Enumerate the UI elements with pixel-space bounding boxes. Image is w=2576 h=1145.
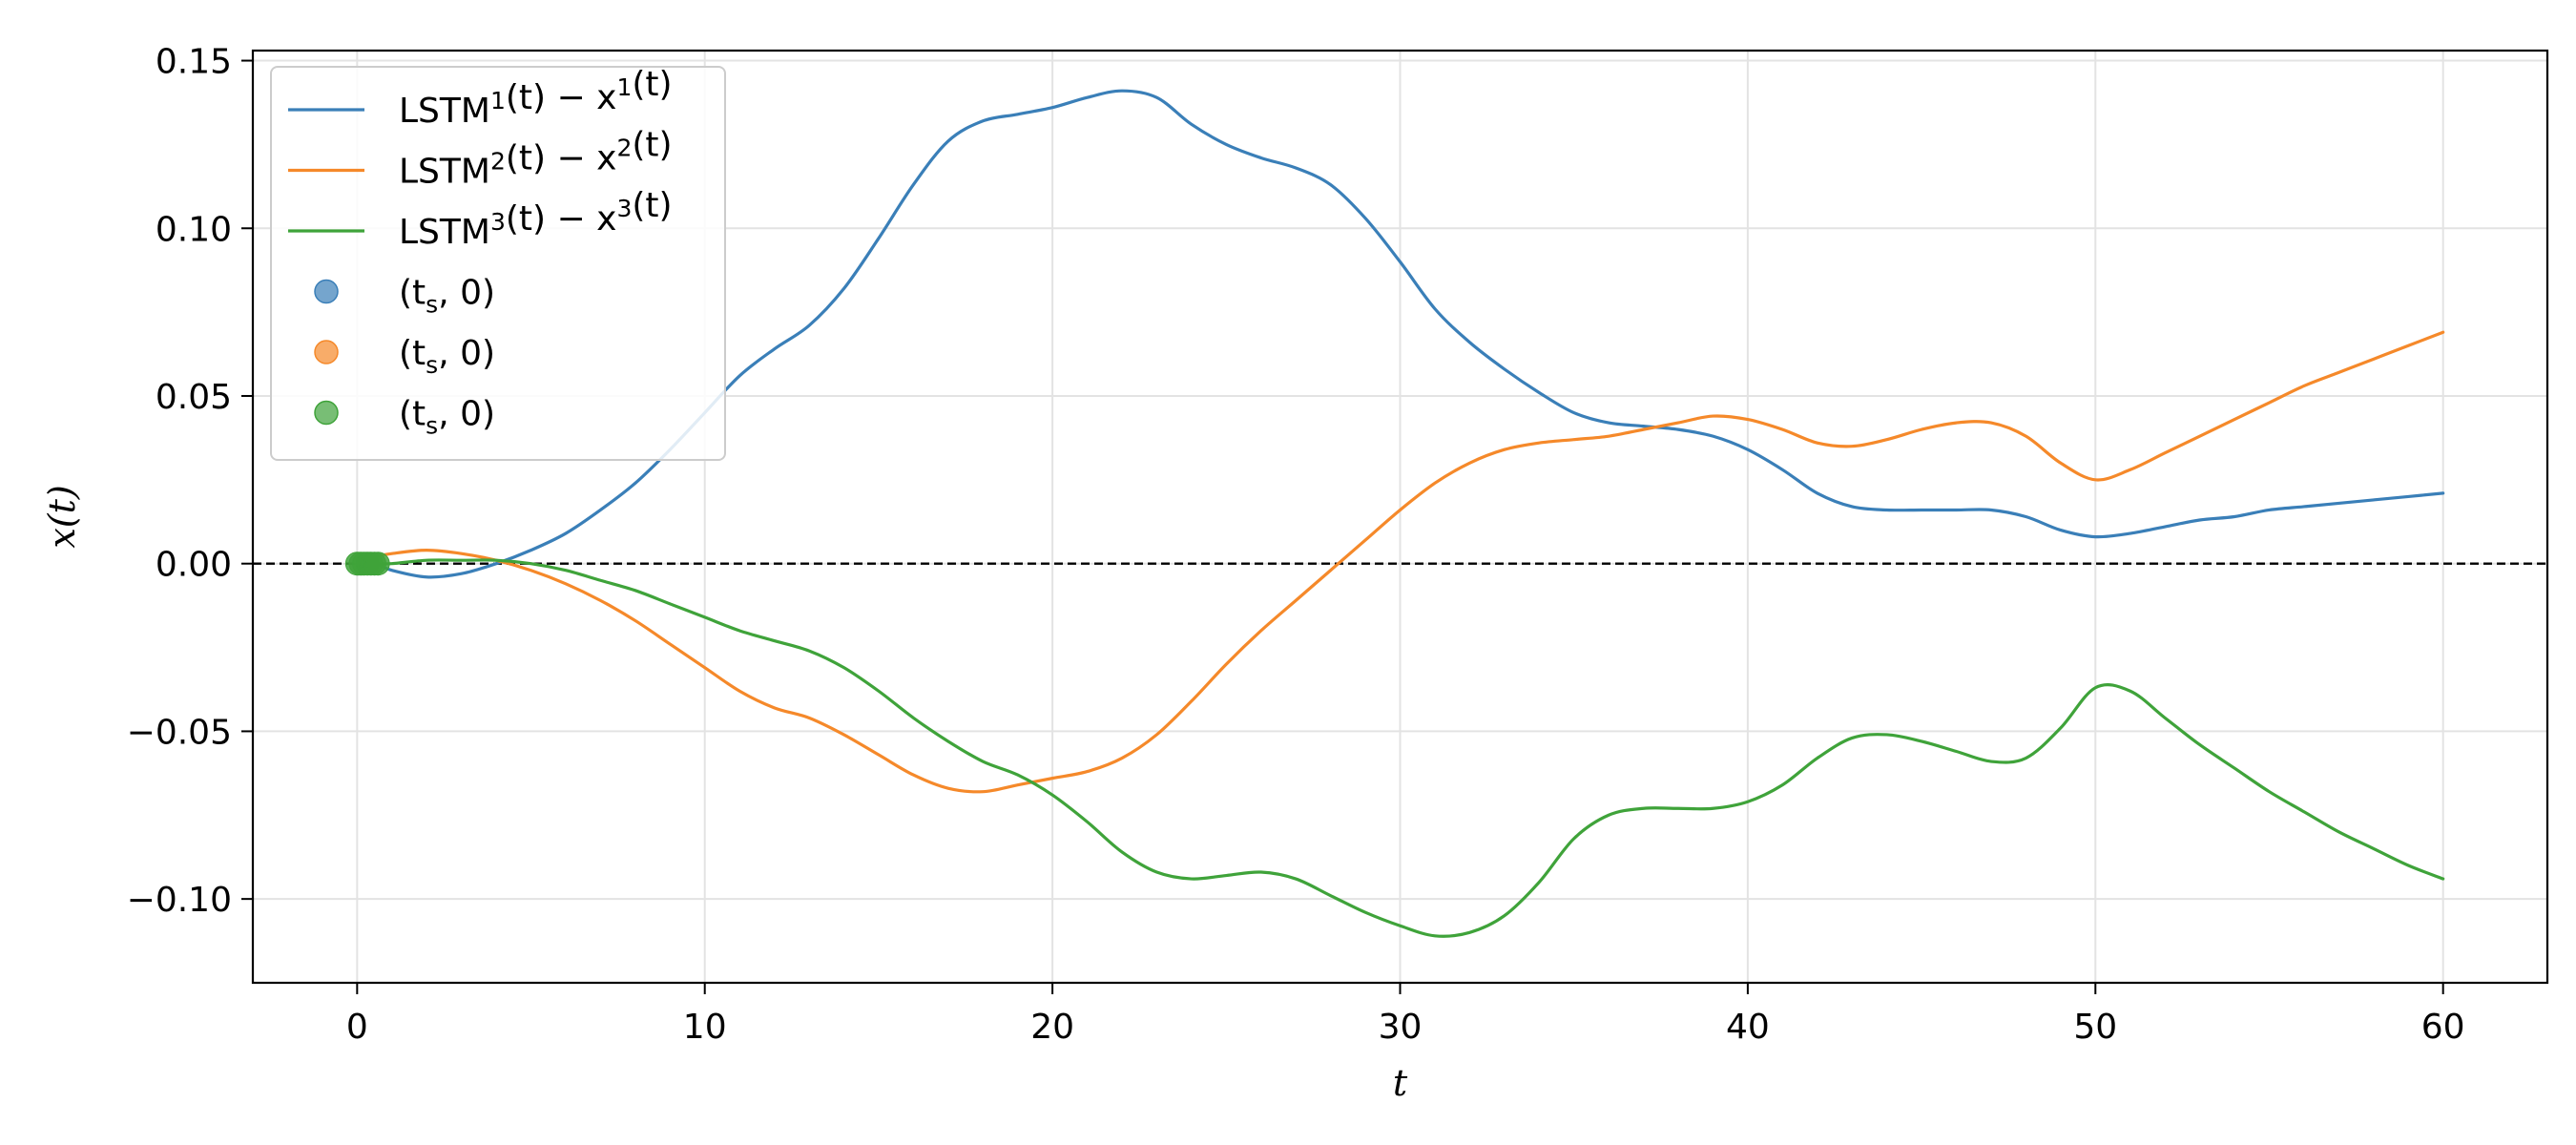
legend-label-1: LSTM1(t) − x1(t) <box>399 65 673 131</box>
legend-text-part: (t) <box>632 186 672 225</box>
x-tick-label: 10 <box>683 1008 727 1047</box>
legend-superscript: 3 <box>616 195 632 222</box>
legend-subscript: s <box>426 291 438 319</box>
legend-label-2: LSTM2(t) − x2(t) <box>399 126 673 192</box>
x-tick-label: 40 <box>1726 1008 1770 1047</box>
legend-superscript: 2 <box>616 135 632 162</box>
legend-marker-label-1: (ts, 0) <box>399 274 495 319</box>
x-tick-label: 30 <box>1379 1008 1423 1047</box>
x-tick-label: 0 <box>346 1008 368 1047</box>
legend-text-part: (t <box>399 395 426 434</box>
legend-text-part: , 0) <box>438 334 495 373</box>
legend-text-part: (t) − x <box>506 199 617 239</box>
series-line-3 <box>355 558 2445 938</box>
legend-text-part: (t) <box>632 126 672 165</box>
tick-layer: 0 10 20 30 40 50 60 −0.10 −0.05 0.00 0.05 0.10 0.15 <box>127 43 2465 1047</box>
legend-text-part: (t) <box>632 65 672 104</box>
start-marker-layer <box>344 552 390 576</box>
y-tick-label: 0.05 <box>156 378 232 417</box>
series-line-2 <box>355 330 2445 794</box>
legend-marker-2 <box>314 340 339 364</box>
x-axis-label: t <box>1393 1062 1408 1104</box>
legend-marker-1 <box>314 279 339 304</box>
y-tick-label: −0.10 <box>127 881 232 920</box>
legend-text-part: (t <box>399 334 426 373</box>
legend-text-part: (t <box>399 274 426 313</box>
legend-label-3: LSTM3(t) − x3(t) <box>399 186 673 252</box>
legend-text-part: (t) − x <box>506 139 617 178</box>
y-tick-label: 0.00 <box>156 546 232 585</box>
y-tick-label: 0.10 <box>156 210 232 249</box>
legend-superscript: 2 <box>490 148 506 176</box>
y-tick-label: 0.15 <box>156 43 232 82</box>
legend-text-part: LSTM <box>399 92 490 131</box>
x-tick-label: 50 <box>2073 1008 2117 1047</box>
legend-box <box>270 66 726 461</box>
legend-text-part: LSTM <box>399 153 490 192</box>
legend-marker-label-3: (ts, 0) <box>399 395 495 440</box>
legend-marker-label-2: (ts, 0) <box>399 334 495 379</box>
legend-subscript: s <box>426 351 438 379</box>
legend-marker-3 <box>314 400 339 426</box>
legend-text-part: , 0) <box>438 395 495 434</box>
legend-superscript: 1 <box>490 87 506 114</box>
legend-superscript: 3 <box>490 208 506 236</box>
y-tick-label: −0.05 <box>127 713 232 752</box>
y-axis-label: x(t) <box>41 485 83 548</box>
x-tick-label: 20 <box>1030 1008 1074 1047</box>
legend-text-part: (t) − x <box>506 78 617 117</box>
legend-superscript: 1 <box>616 73 632 101</box>
start-marker <box>365 552 390 576</box>
legend: LSTM1(t) − x1(t)LSTM2(t) − x2(t)LSTM3(t)… <box>270 65 726 461</box>
legend-subscript: s <box>426 412 438 440</box>
legend-text-part: , 0) <box>438 274 495 313</box>
legend-text-part: LSTM <box>399 213 490 252</box>
x-tick-label: 60 <box>2421 1008 2465 1047</box>
